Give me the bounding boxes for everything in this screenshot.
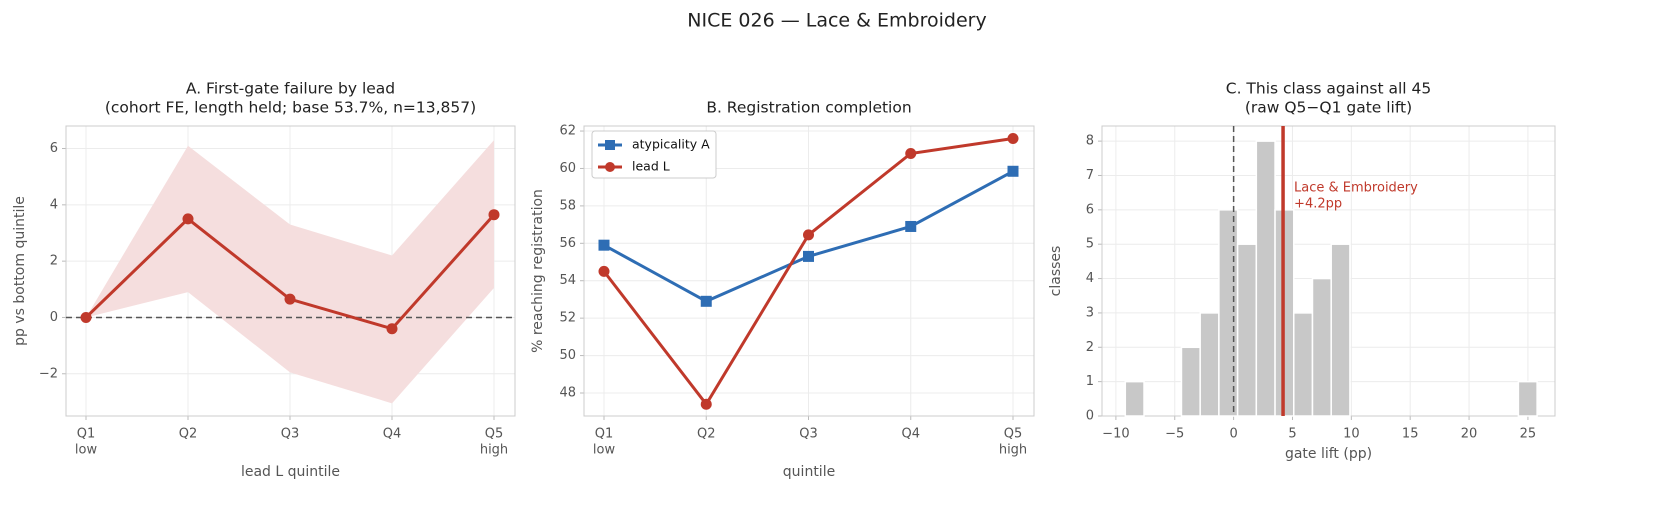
y-axis-label: classes (1048, 246, 1064, 297)
x-tick-label: Q5 (485, 427, 504, 442)
legend-box (591, 130, 717, 179)
panel-title: A. First-gate failure by lead (186, 80, 395, 98)
point (598, 239, 610, 251)
x-tick-sublabel: low (75, 443, 98, 458)
x-tick-label: 15 (1402, 427, 1419, 442)
x-tick-label: −5 (1165, 427, 1184, 442)
plot-frame (583, 125, 1035, 417)
point (700, 295, 712, 307)
y-tick-label: 52 (559, 311, 576, 326)
annotation: Lace & Embroidery (1294, 181, 1418, 196)
point (80, 311, 92, 323)
y-tick-label: 6 (1086, 202, 1094, 217)
y-tick-label: 48 (559, 385, 576, 400)
point (182, 213, 194, 225)
histogram-bar (1199, 312, 1220, 417)
legend-label: atypicality A (632, 137, 710, 152)
x-tick-label: 10 (1343, 427, 1360, 442)
annotation-value: +4.2pp (1294, 197, 1342, 212)
y-tick-label: 62 (559, 124, 576, 139)
x-tick-label: 20 (1461, 427, 1478, 442)
y-tick-label: 60 (559, 161, 576, 176)
point (1007, 165, 1019, 177)
y-tick-label: 4 (1086, 271, 1094, 286)
y-tick-label: 2 (50, 254, 58, 269)
histogram-bar (1311, 277, 1332, 417)
x-axis-label: lead L quintile (241, 464, 340, 480)
point (598, 265, 610, 277)
x-tick-label: 0 (1229, 427, 1237, 442)
y-tick-label: 4 (50, 197, 58, 212)
x-tick-label: Q4 (901, 427, 920, 442)
x-tick-label: −10 (1102, 427, 1129, 442)
panel-title: B. Registration completion (706, 99, 911, 117)
x-tick-label: 5 (1288, 427, 1296, 442)
x-tick-label: Q3 (799, 427, 818, 442)
y-tick-label: −2 (39, 366, 58, 381)
point (488, 209, 500, 221)
y-tick-label: 7 (1086, 168, 1094, 183)
point (284, 293, 296, 305)
y-tick-label: 5 (1086, 237, 1094, 252)
point (905, 220, 917, 232)
histogram-bar (1255, 140, 1276, 417)
point (700, 398, 712, 410)
y-tick-label: 56 (559, 236, 576, 251)
panel-subtitle: (cohort FE, length held; base 53.7%, n=1… (105, 99, 476, 117)
x-tick-label: 25 (1520, 427, 1537, 442)
legend-label: lead L (632, 159, 670, 174)
y-tick-label: 58 (559, 198, 576, 213)
point (905, 148, 917, 160)
y-tick-label: 6 (50, 141, 58, 156)
legend-marker (605, 162, 615, 172)
x-tick-label: Q3 (281, 427, 300, 442)
y-tick-label: 3 (1086, 305, 1094, 320)
point (803, 250, 814, 262)
histogram-bar (1180, 346, 1201, 417)
histogram-bar (1517, 380, 1538, 417)
x-tick-sublabel: high (999, 443, 1027, 458)
legend-marker (605, 140, 615, 150)
y-axis-label: pp vs bottom quintile (12, 196, 28, 346)
plot-frame (65, 125, 516, 417)
y-axis-label: % reaching registration (530, 189, 546, 353)
point (386, 323, 398, 335)
y-tick-label: 50 (559, 348, 576, 363)
x-axis-label: gate lift (pp) (1285, 446, 1372, 462)
y-tick-label: 0 (50, 310, 58, 325)
x-axis-label: quintile (783, 464, 835, 480)
point (1007, 133, 1019, 145)
histogram-bar (1124, 380, 1145, 417)
x-tick-label: Q1 (595, 427, 614, 442)
x-tick-label: Q2 (697, 427, 716, 442)
x-tick-sublabel: low (593, 443, 616, 458)
point (803, 229, 814, 241)
histogram-bar (1330, 243, 1351, 417)
y-tick-label: 1 (1086, 374, 1094, 389)
y-tick-label: 54 (559, 273, 576, 288)
y-tick-label: 0 (1086, 409, 1094, 424)
y-tick-label: 2 (1086, 340, 1094, 355)
figure-title: NICE 026 — Lace & Embroidery (687, 10, 986, 32)
histogram-bar (1236, 243, 1258, 417)
y-tick-label: 8 (1086, 134, 1094, 149)
confidence-band (86, 140, 494, 404)
panel-subtitle: (raw Q5−Q1 gate lift) (1245, 99, 1412, 117)
panel-title: C. This class against all 45 (1226, 80, 1432, 98)
histogram-bar (1218, 209, 1239, 417)
x-tick-label: Q1 (77, 427, 96, 442)
x-tick-label: Q2 (179, 427, 198, 442)
x-tick-label: Q4 (383, 427, 402, 442)
x-tick-sublabel: high (480, 443, 508, 458)
histogram-bar (1293, 312, 1314, 417)
x-tick-label: Q5 (1004, 427, 1023, 442)
